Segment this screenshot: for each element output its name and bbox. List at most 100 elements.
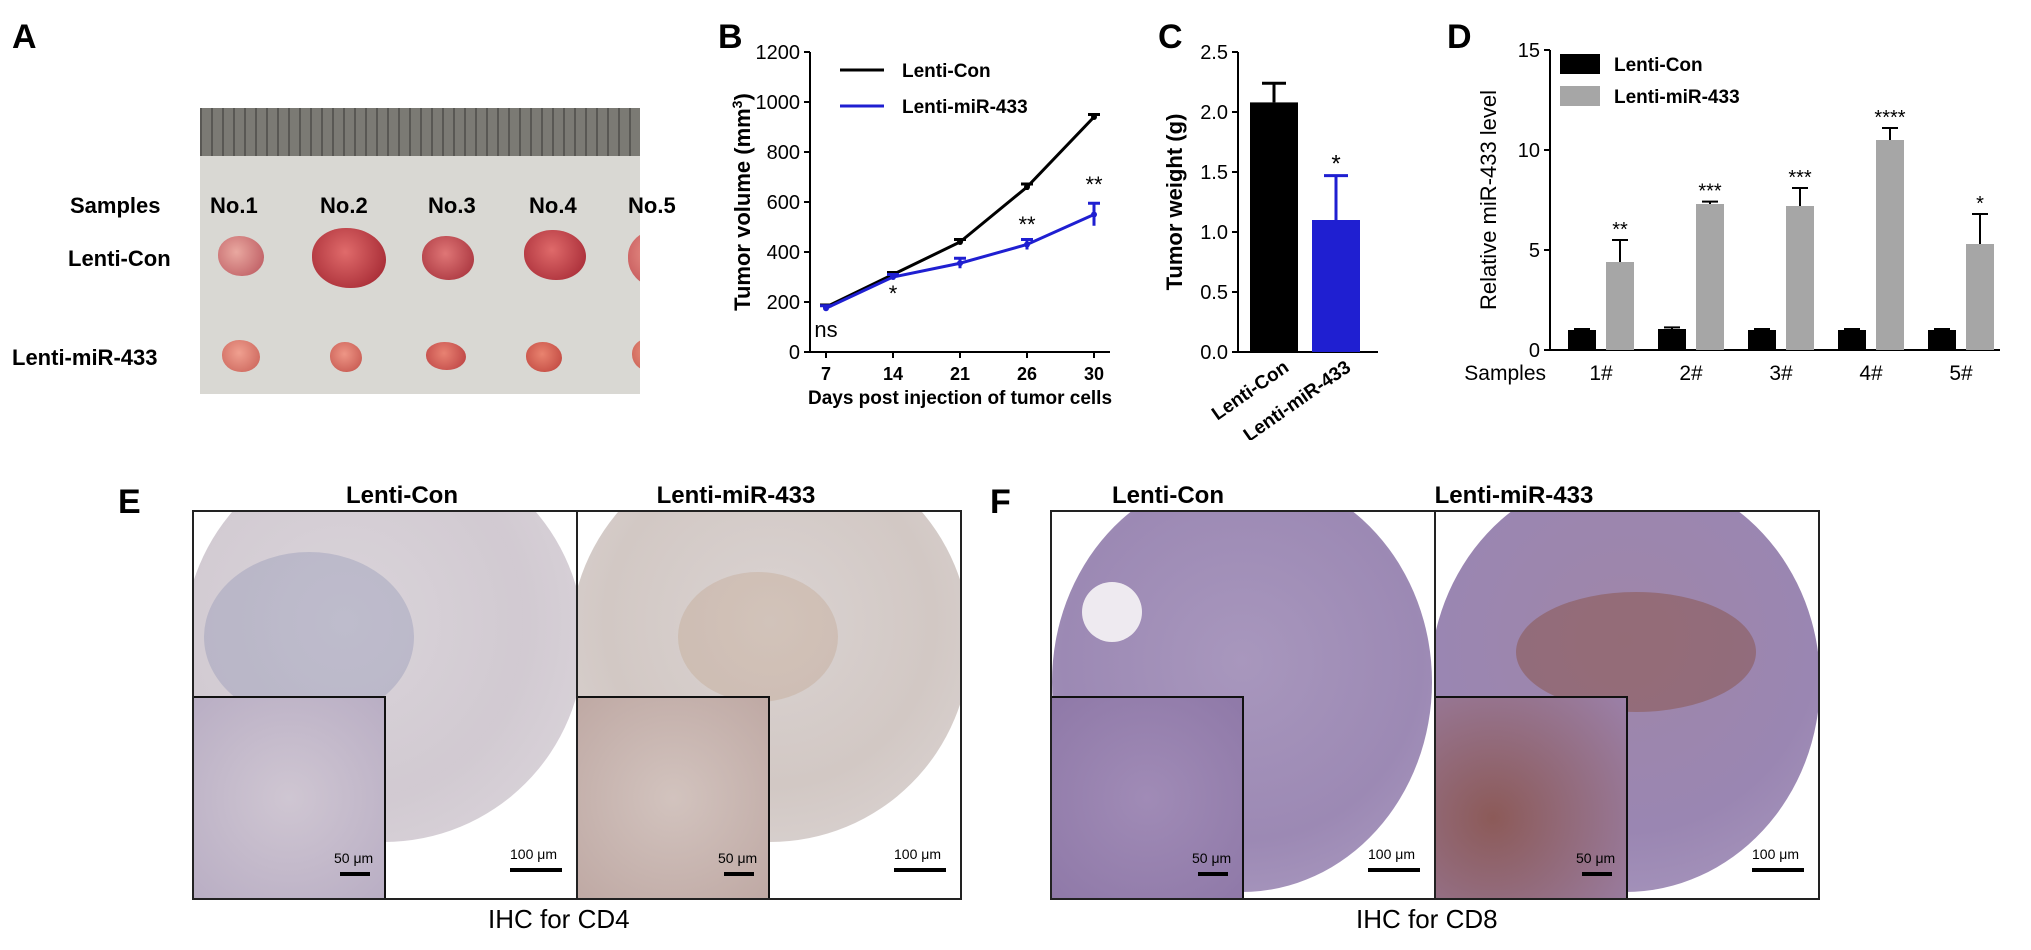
b-legend-label-1: Lenti-miR-433 bbox=[902, 97, 1028, 118]
c-ytick-label-4: 2.0 bbox=[1200, 102, 1228, 124]
c-ytick-label-0: 0.0 bbox=[1200, 342, 1228, 364]
f-inset-scale-con: 50 μm bbox=[1192, 850, 1232, 866]
f-ihc-mir: 50 μm 100 μm bbox=[1434, 512, 1818, 898]
panel-letter-d: D bbox=[1447, 18, 1472, 56]
b-annotation-3: ** bbox=[1085, 172, 1103, 197]
e-ihc-con: 50 μm 100 μm bbox=[194, 512, 576, 898]
d-legend-swatch-1 bbox=[1560, 86, 1600, 106]
f-title-mir: Lenti-miR-433 bbox=[1434, 482, 1594, 509]
e-caption: IHC for CD4 bbox=[488, 904, 630, 934]
tumor-con-5 bbox=[628, 230, 640, 288]
e-scale-mir: 100 μm bbox=[894, 846, 941, 862]
b-point-1-4 bbox=[1091, 211, 1097, 218]
tumor-mir-4 bbox=[526, 342, 562, 372]
d-bar-4-0 bbox=[1928, 330, 1956, 350]
chart-d-svg: 0 5 10 15 Relative miR-433 level Samples ** 1# *… bbox=[1464, 40, 2000, 385]
d-legend-label-1: Lenti-miR-433 bbox=[1614, 87, 1740, 108]
f-inset-scalebar-mir bbox=[1582, 872, 1612, 876]
tumor-con-3 bbox=[422, 236, 474, 280]
d-xlabel-4: 5# bbox=[1949, 362, 1973, 385]
d-sig-4: * bbox=[1976, 193, 1984, 215]
b-xtick-label-4: 30 bbox=[1084, 364, 1104, 384]
f-ihc-frame: 50 μm 100 μm 50 μm 100 μm bbox=[1050, 510, 1820, 900]
c-ytick-label-1: 0.5 bbox=[1200, 282, 1228, 304]
f-caption: IHC for CD8 bbox=[1356, 904, 1498, 934]
b-ytick-label-5: 1000 bbox=[756, 92, 801, 114]
d-bar-2-1 bbox=[1786, 206, 1814, 350]
b-annotation-0: ns bbox=[814, 317, 837, 342]
e-inset-con: 50 μm bbox=[194, 696, 386, 898]
b-series-line-0 bbox=[825, 115, 1096, 309]
tumor-mir-5 bbox=[632, 338, 640, 372]
e-scale-con: 100 μm bbox=[510, 846, 557, 862]
d-bar-3-1 bbox=[1876, 140, 1904, 350]
c-annotation-0: * bbox=[1331, 151, 1340, 178]
panel-letter-f: F bbox=[990, 483, 1011, 521]
tumor-mir-1 bbox=[222, 340, 260, 372]
tumor-mir-3 bbox=[426, 342, 466, 370]
b-annotation-2: ** bbox=[1018, 212, 1036, 237]
d-sig-2: *** bbox=[1788, 167, 1812, 189]
e-ihc-mir: 50 μm 100 μm bbox=[576, 512, 960, 898]
sample-label-3: No.3 bbox=[428, 193, 476, 218]
e-inset-scale-mir: 50 μm bbox=[718, 850, 758, 866]
d-bar-0-0 bbox=[1568, 330, 1596, 350]
row-label-con: Lenti-Con bbox=[68, 246, 171, 271]
row-label-mir: Lenti-miR-433 bbox=[12, 345, 158, 370]
b-xtick-label-2: 21 bbox=[950, 364, 970, 384]
b-xtick-label-0: 7 bbox=[821, 364, 831, 384]
e-title-con: Lenti-Con bbox=[346, 482, 458, 509]
b-point-1-3 bbox=[1024, 241, 1030, 248]
b-ytick-label-6: 1200 bbox=[756, 42, 801, 64]
sample-label-2: No.2 bbox=[320, 193, 368, 218]
f-tissue-gap bbox=[1082, 582, 1142, 642]
f-inset-mir: 50 μm bbox=[1436, 696, 1628, 898]
b-point-0-4 bbox=[1091, 114, 1097, 120]
c-ylabel: Tumor weight (g) bbox=[1162, 114, 1187, 291]
c-ytick-label-5: 2.5 bbox=[1200, 42, 1228, 64]
c-ytick-label-3: 1.5 bbox=[1200, 162, 1228, 184]
f-ihc-con: 50 μm 100 μm bbox=[1052, 512, 1434, 898]
d-xlabel-2: 3# bbox=[1769, 362, 1793, 385]
f-scalebar-con bbox=[1368, 868, 1420, 872]
d-xlabel-3: 4# bbox=[1859, 362, 1883, 385]
e-tissue-region-mir bbox=[678, 572, 838, 702]
d-ytick-label-1: 5 bbox=[1529, 240, 1540, 262]
d-legend-swatch-0 bbox=[1560, 54, 1600, 74]
tumor-con-1 bbox=[218, 236, 264, 276]
f-scale-con: 100 μm bbox=[1368, 846, 1415, 862]
d-bar-4-1 bbox=[1966, 244, 1994, 350]
f-title-con: Lenti-Con bbox=[1112, 482, 1224, 509]
b-ytick-label-0: 0 bbox=[789, 342, 800, 364]
d-x-prefix: Samples bbox=[1464, 362, 1546, 385]
e-scalebar-con bbox=[510, 868, 562, 872]
d-xlabel-1: 2# bbox=[1679, 362, 1703, 385]
b-point-1-2 bbox=[957, 260, 963, 267]
f-inset-scalebar-con bbox=[1198, 872, 1228, 876]
tumor-con-2 bbox=[312, 228, 386, 288]
d-legend-label-0: Lenti-Con bbox=[1614, 55, 1703, 76]
b-point-1-0 bbox=[823, 305, 829, 312]
panel-letter-c: C bbox=[1158, 18, 1183, 56]
b-xtick-label-3: 26 bbox=[1017, 364, 1037, 384]
b-point-1-1 bbox=[890, 274, 896, 280]
e-title-mir: Lenti-miR-433 bbox=[656, 482, 816, 509]
d-sig-1: *** bbox=[1698, 181, 1722, 203]
b-ytick-label-1: 200 bbox=[767, 292, 800, 314]
b-point-0-3 bbox=[1024, 184, 1030, 190]
b-ytick-label-2: 400 bbox=[767, 242, 800, 264]
panel-letter-b: B bbox=[718, 18, 743, 56]
b-xlabel: Days post injection of tumor cells bbox=[808, 388, 1112, 409]
tumor-con-4 bbox=[524, 230, 586, 280]
b-ylabel: Tumor volume (mm3) bbox=[729, 93, 755, 311]
d-ytick-label-3: 15 bbox=[1518, 40, 1540, 62]
b-point-0-2 bbox=[957, 239, 963, 245]
e-inset-scalebar-mir bbox=[724, 872, 754, 876]
e-inset-scalebar-con bbox=[340, 872, 370, 876]
b-legend-label-0: Lenti-Con bbox=[902, 61, 991, 82]
c-ytick-label-2: 1.0 bbox=[1200, 222, 1228, 244]
d-bar-1-1 bbox=[1696, 204, 1724, 350]
sample-label-5: No.5 bbox=[628, 193, 676, 218]
chart-b-svg: 0 200 400 600 800 1000 1200 7 14 21 26 30 Days post … bbox=[729, 42, 1112, 409]
